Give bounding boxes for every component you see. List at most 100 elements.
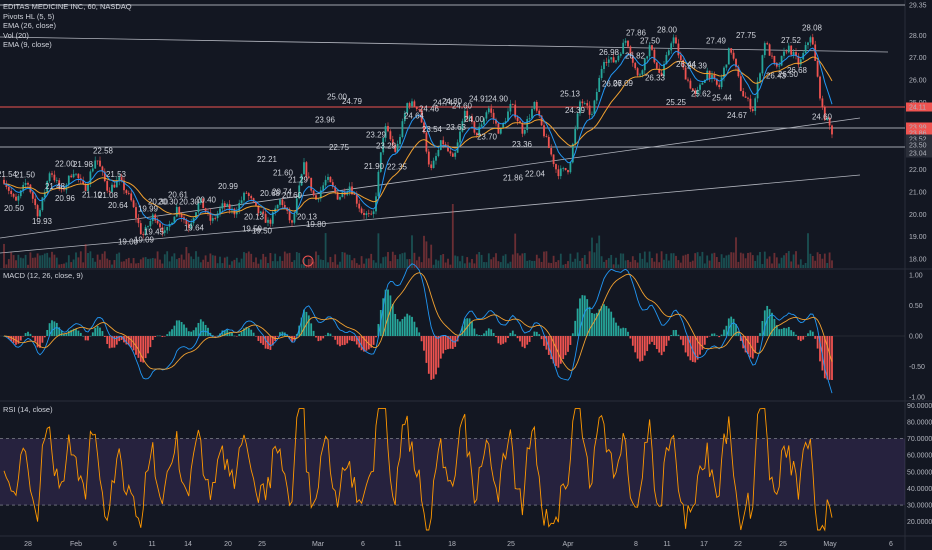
- macd-histogram-bar: [579, 298, 581, 336]
- macd-histogram-bar: [113, 336, 116, 348]
- candle-body: [706, 70, 709, 80]
- macd-histogram-bar: [610, 311, 613, 336]
- macd-histogram-bar: [346, 336, 349, 344]
- candle-body: [415, 106, 418, 109]
- candle-body: [747, 97, 749, 99]
- candle-body: [795, 51, 797, 57]
- macd-histogram-bar: [94, 327, 97, 336]
- candle-body: [255, 201, 257, 206]
- candle-body: [819, 76, 821, 99]
- candle-body: [579, 101, 581, 114]
- candle-body: [699, 84, 701, 90]
- macd-histogram-bar: [161, 336, 164, 337]
- volume-bar: [178, 258, 181, 268]
- macd-histogram-bar: [240, 331, 243, 336]
- candle-body: [569, 162, 572, 173]
- volume-bar: [91, 258, 94, 268]
- volume-bar: [267, 263, 269, 268]
- pivot-label: 23.63: [446, 123, 467, 132]
- macd-histogram-bar: [807, 333, 809, 336]
- macd-histogram-bar: [70, 329, 73, 336]
- volume-bar: [48, 257, 51, 268]
- candle-body: [339, 197, 341, 200]
- candle-body: [821, 98, 824, 108]
- candle-body: [43, 192, 46, 198]
- macd-histogram-bar: [747, 336, 749, 355]
- indicator-vol[interactable]: Vol (20): [3, 30, 29, 40]
- event-marker-icon: [302, 255, 314, 267]
- volume-bar: [41, 255, 44, 268]
- pivot-label: 20.13: [244, 212, 265, 221]
- volume-bar: [689, 261, 692, 268]
- candle-body: [139, 223, 142, 235]
- macd-histogram-bar: [797, 336, 800, 340]
- volume-bar: [415, 260, 418, 268]
- candle-body: [603, 61, 605, 70]
- candle-body: [509, 103, 512, 112]
- indicator-ema9[interactable]: EMA (9, close): [3, 40, 52, 50]
- volume-bar: [504, 254, 507, 268]
- volume-bar: [276, 261, 279, 268]
- pivot-label: 26.07: [602, 80, 623, 89]
- pivot-label: 21.29: [288, 175, 309, 184]
- candle-body: [123, 180, 125, 191]
- candle-body: [459, 131, 461, 143]
- symbol-title[interactable]: EDITAS MEDICINE INC, 60, NASDAQ: [3, 2, 132, 11]
- candle-body: [363, 212, 365, 216]
- macd-histogram-bar: [257, 336, 260, 341]
- candle-body: [147, 226, 149, 228]
- candle-body: [149, 221, 152, 227]
- volume-bar: [125, 259, 128, 268]
- pivot-label: 24.80: [442, 97, 463, 106]
- candle-body: [10, 190, 13, 195]
- volume-bar: [735, 237, 737, 268]
- macd-histogram-bar: [144, 336, 147, 359]
- volume-bar: [828, 252, 831, 268]
- macd-histogram-bar: [552, 336, 555, 364]
- candle-body: [790, 45, 793, 55]
- macd-histogram-bar: [72, 328, 75, 336]
- volume-bar: [180, 254, 183, 268]
- volume-bar: [207, 261, 209, 268]
- macd-histogram-bar: [531, 336, 533, 337]
- pivot-label: 22.75: [329, 143, 350, 152]
- macd-histogram-bar: [211, 335, 214, 336]
- volume-bar: [617, 264, 620, 268]
- macd-histogram-bar: [802, 336, 805, 340]
- candle-body: [219, 208, 221, 214]
- candle-body: [783, 51, 785, 56]
- pivot-label: 19.09: [134, 236, 155, 245]
- candle-body: [341, 192, 344, 198]
- macd-histogram-bar: [77, 330, 80, 336]
- candle-body: [483, 118, 485, 125]
- volume-bar: [535, 254, 538, 268]
- volume-bar: [742, 253, 745, 268]
- indicator-pivots[interactable]: Pivots HL (5, 5): [3, 11, 55, 21]
- pivot-label: 22.00: [55, 160, 76, 169]
- candle-body: [127, 193, 130, 194]
- volume-bar: [336, 264, 339, 268]
- macd-label[interactable]: MACD (12, 26, close, 9): [3, 271, 84, 280]
- candle-body: [329, 176, 332, 183]
- pivot-label: 21.08: [98, 191, 119, 200]
- candle-body: [641, 70, 644, 75]
- indicator-ema26[interactable]: EMA (26, close): [3, 21, 56, 31]
- volume-bar: [113, 260, 116, 268]
- candle-body: [250, 195, 253, 199]
- price-badge: [906, 128, 932, 138]
- volume-bar: [651, 258, 653, 268]
- volume-bar: [780, 257, 783, 268]
- candle-body: [82, 180, 85, 184]
- macd-histogram-bar: [737, 331, 740, 336]
- macd-histogram-bar: [82, 335, 85, 337]
- volume-bar: [823, 253, 826, 268]
- macd-histogram-bar: [463, 318, 466, 336]
- volume-bar: [382, 257, 385, 268]
- candle-body: [370, 213, 373, 215]
- macd-histogram-bar: [34, 336, 37, 342]
- macd-histogram-bar: [171, 329, 173, 336]
- rsi-label[interactable]: RSI (14, close): [3, 405, 53, 414]
- candle-body: [252, 198, 255, 202]
- candle-body: [691, 88, 694, 91]
